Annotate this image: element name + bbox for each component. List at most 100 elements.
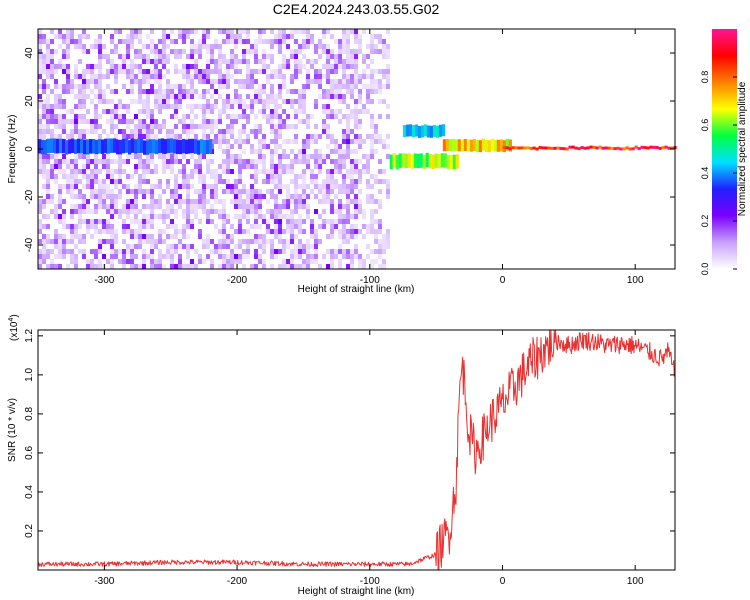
heatmap-cell	[238, 164, 242, 169]
heatmap-cell	[342, 134, 346, 139]
heatmap-cell	[106, 189, 110, 194]
heatmap-cell	[126, 49, 130, 54]
heatmap-cell	[86, 109, 90, 114]
heatmap-cell	[70, 189, 74, 194]
heatmap-cell	[234, 114, 238, 119]
heatmap-cell	[262, 239, 266, 244]
heatmap-cell	[338, 189, 342, 194]
heatmap-cell	[334, 109, 338, 114]
heatmap-cell	[186, 219, 190, 224]
heatmap-cell	[130, 254, 134, 259]
heatmap-cell	[138, 84, 142, 89]
heatmap-cell	[210, 264, 214, 269]
heatmap-cell	[314, 179, 318, 184]
heatmap-cell	[54, 94, 58, 99]
heatmap-cell	[270, 129, 274, 134]
heatmap-cell	[358, 109, 362, 114]
heatmap-cell	[214, 224, 218, 229]
heatmap-cell	[46, 44, 50, 49]
heatmap-cell	[342, 214, 346, 219]
colorbar: 0.00.20.40.60.8 Normalized spectral ampl…	[700, 29, 748, 275]
heatmap-cell	[94, 44, 98, 49]
heatmap-cell	[290, 99, 294, 104]
heatmap-feature-cell	[502, 145, 506, 149]
heatmap-feature-cell	[411, 125, 416, 138]
heatmap-feature-cell	[92, 139, 96, 154]
heatmap-cell	[74, 69, 78, 74]
heatmap-cell	[42, 214, 46, 219]
heatmap-cell	[54, 84, 58, 89]
heatmap-cell	[162, 154, 166, 159]
heatmap-cell	[342, 44, 346, 49]
heatmap-cell	[254, 129, 258, 134]
heatmap-cell	[314, 124, 318, 129]
heatmap-cell	[294, 204, 298, 209]
heatmap-cell	[278, 49, 282, 54]
heatmap-cell	[82, 234, 86, 239]
heatmap-cell	[150, 259, 154, 264]
heatmap-cell	[134, 169, 138, 174]
heatmap-cell	[274, 169, 278, 174]
heatmap-cell	[126, 199, 130, 204]
heatmap-cell	[98, 114, 102, 119]
heatmap-cell	[126, 74, 130, 79]
x-tick-label: 100	[627, 576, 644, 587]
heatmap-cell	[338, 259, 342, 264]
heatmap-cell	[310, 64, 314, 69]
heatmap-cell	[202, 244, 206, 249]
heatmap-cell	[286, 64, 290, 69]
heatmap-cell	[202, 239, 206, 244]
heatmap-cell	[206, 74, 210, 79]
heatmap-cell	[90, 119, 94, 124]
heatmap-cell	[318, 169, 322, 174]
heatmap-cell	[350, 179, 354, 184]
heatmap-cell	[302, 179, 306, 184]
heatmap-cell	[362, 259, 366, 264]
heatmap-cell	[354, 114, 358, 119]
heatmap-cell	[74, 154, 78, 159]
heatmap-cell	[202, 119, 206, 124]
heatmap-cell	[82, 164, 86, 169]
heatmap-cell	[342, 234, 346, 239]
heatmap-cell	[166, 69, 170, 74]
heatmap-cell	[358, 119, 362, 124]
heatmap-cell	[78, 59, 82, 64]
heatmap-cell	[182, 84, 186, 89]
heatmap-cell	[234, 179, 238, 184]
heatmap-cell	[130, 29, 134, 34]
heatmap-cell	[342, 74, 346, 79]
heatmap-cell	[302, 204, 306, 209]
y-tick-label: 1.0	[24, 367, 35, 381]
heatmap-cell	[282, 264, 286, 269]
heatmap-cell	[274, 254, 278, 259]
heatmap-cell	[46, 99, 50, 104]
heatmap-cell	[166, 59, 170, 64]
heatmap-cell	[314, 194, 318, 199]
heatmap-cell	[38, 219, 42, 224]
y-tick-label: -40	[24, 237, 35, 252]
heatmap-feature-cell	[466, 139, 470, 152]
heatmap-cell	[258, 224, 262, 229]
heatmap-cell	[134, 194, 138, 199]
heatmap-cell	[326, 264, 330, 269]
heatmap-cell	[90, 189, 94, 194]
heatmap-cell	[142, 79, 146, 84]
heatmap-cell	[58, 34, 62, 39]
heatmap-cell	[154, 89, 158, 94]
heatmap-cell	[250, 109, 254, 114]
heatmap-cell	[366, 159, 370, 164]
heatmap-cell	[150, 199, 154, 204]
heatmap-cell	[306, 44, 310, 49]
heatmap-cell	[250, 104, 254, 109]
heatmap-cell	[198, 39, 202, 44]
heatmap-cell	[202, 94, 206, 99]
heatmap-feature-cell	[429, 125, 434, 138]
heatmap-cell	[162, 159, 166, 164]
heatmap-feature-cell	[137, 138, 141, 153]
heatmap-cell	[374, 174, 378, 179]
heatmap-feature-cell	[146, 140, 150, 155]
heatmap-cell	[294, 249, 298, 254]
heatmap-cell	[226, 244, 230, 249]
heatmap-cell	[98, 229, 102, 234]
heatmap-cell	[234, 184, 238, 189]
